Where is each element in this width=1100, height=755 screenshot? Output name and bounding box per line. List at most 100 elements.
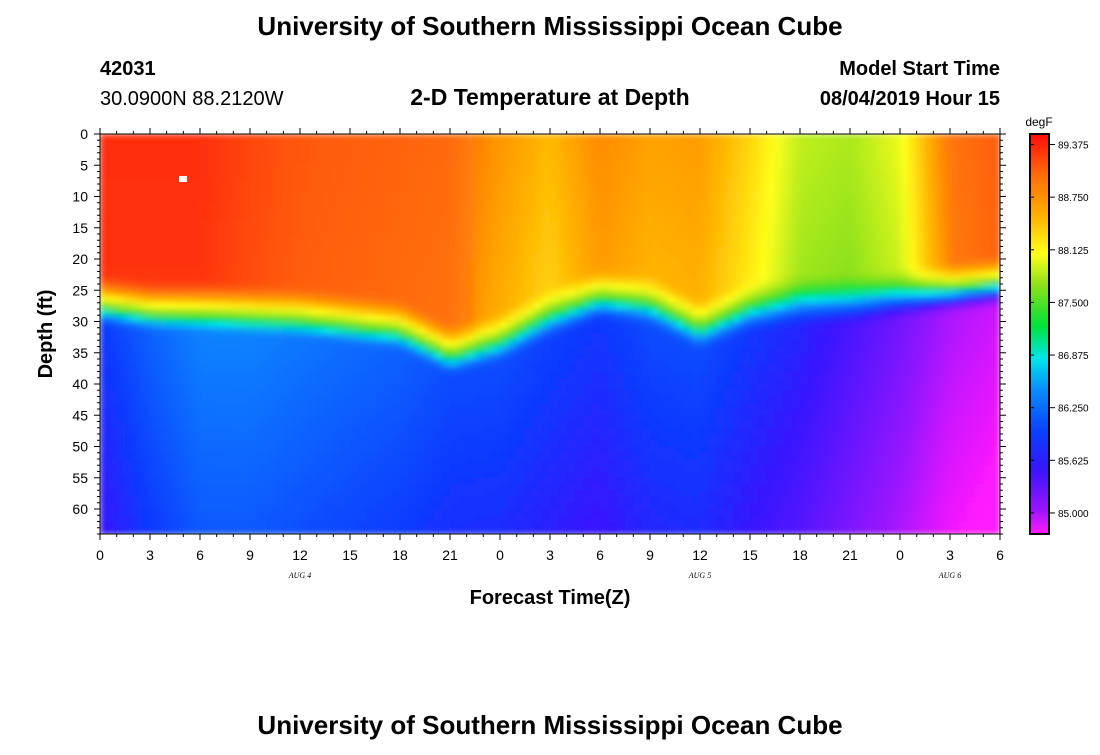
heatmap-cell [433,446,443,454]
heatmap-cell [558,415,568,423]
heatmap-cell [608,290,618,298]
heatmap-cell [433,509,443,516]
heatmap-cell [641,352,651,360]
heatmap-cell [558,527,568,534]
heatmap-cell [458,309,468,316]
heatmap-cell [483,315,493,323]
heatmap-cell [208,259,218,266]
heatmap-cell [550,346,559,354]
heatmap-cell [133,509,143,516]
heatmap-cell [741,359,751,366]
heatmap-cell [441,159,451,166]
heatmap-cell [400,471,409,479]
heatmap-cell [208,315,218,323]
heatmap-cell [675,221,684,229]
heatmap-cell [333,315,343,323]
heatmap-cell [575,502,584,510]
heatmap-cell [708,327,718,335]
heatmap-cell [283,290,293,298]
heatmap-cell [308,177,318,185]
heatmap-cell [391,165,401,173]
heatmap-cell [275,334,284,341]
heatmap-cell [283,365,293,373]
heatmap-cell [525,284,534,291]
heatmap-cell [658,202,668,210]
heatmap-cell [358,365,368,373]
heatmap-cell [691,240,701,248]
heatmap-cell [216,415,226,423]
heatmap-cell [100,446,109,454]
heatmap-cell [716,459,726,466]
heatmap-cell [450,371,459,379]
heatmap-cell [108,427,118,435]
heatmap-cell [258,346,268,354]
heatmap-cell [166,409,176,416]
heatmap-cell [183,296,193,304]
heatmap-cell [558,452,568,460]
heatmap-cell [350,327,359,335]
heatmap-cell [191,296,201,304]
heatmap-cell [141,309,151,316]
heatmap-cell [475,296,484,304]
heatmap-cell [150,365,159,373]
heatmap-cell [525,265,534,273]
heatmap-cell [741,227,751,235]
heatmap-cell [466,259,476,266]
heatmap-cell [591,452,601,460]
heatmap-cell [341,177,351,185]
heatmap-cell [191,484,201,491]
heatmap-cell [283,321,293,329]
heatmap-cell [691,477,701,485]
heatmap-cell [533,396,543,404]
heatmap-cell [408,134,418,141]
heatmap-cell [716,171,726,179]
heatmap-cell [316,202,326,210]
heatmap-cell [533,446,543,454]
heatmap-cell [458,440,468,448]
heatmap-cell [733,327,743,335]
heatmap-cell [666,252,676,260]
heatmap-cell [316,277,326,285]
heatmap-cell [675,284,684,291]
heatmap-cell [341,390,351,398]
heatmap-cell [616,165,626,173]
heatmap-cell [233,502,243,510]
heatmap-cell [158,140,168,148]
heatmap-cell [541,334,551,341]
heatmap-cell [208,409,218,416]
heatmap-cell [616,484,626,491]
heatmap-cell [525,171,534,179]
heatmap-cell [591,315,601,323]
heatmap-cell [341,152,351,160]
heatmap-cell [525,415,534,423]
heatmap-cell [241,390,251,398]
heatmap-cell [241,190,251,198]
heatmap-cell [708,159,718,166]
heatmap-cell [708,202,718,210]
heatmap-cell [516,390,526,398]
heatmap-cell [608,240,618,248]
heatmap-cell [308,434,318,441]
heatmap-cell [333,496,343,504]
heatmap-cell [700,396,709,404]
heatmap-cell [575,396,584,404]
heatmap-cell [733,240,743,248]
heatmap-cell [416,421,426,429]
heatmap-cell [516,140,526,148]
heatmap-cell [708,409,718,416]
heatmap-cell [375,371,384,379]
heatmap-cell [166,371,176,379]
heatmap-cell [291,515,301,523]
heatmap-cell [675,434,684,441]
heatmap-cell [266,302,276,310]
heatmap-cell [291,234,301,241]
heatmap-cell [441,440,451,448]
heatmap-cell [733,509,743,516]
heatmap-cell [541,502,551,510]
heatmap-cell [441,477,451,485]
heatmap-cell [166,177,176,185]
heatmap-cell [583,484,593,491]
heatmap-cell [175,309,184,316]
heatmap-cell [500,334,509,341]
heatmap-cell [175,490,184,498]
